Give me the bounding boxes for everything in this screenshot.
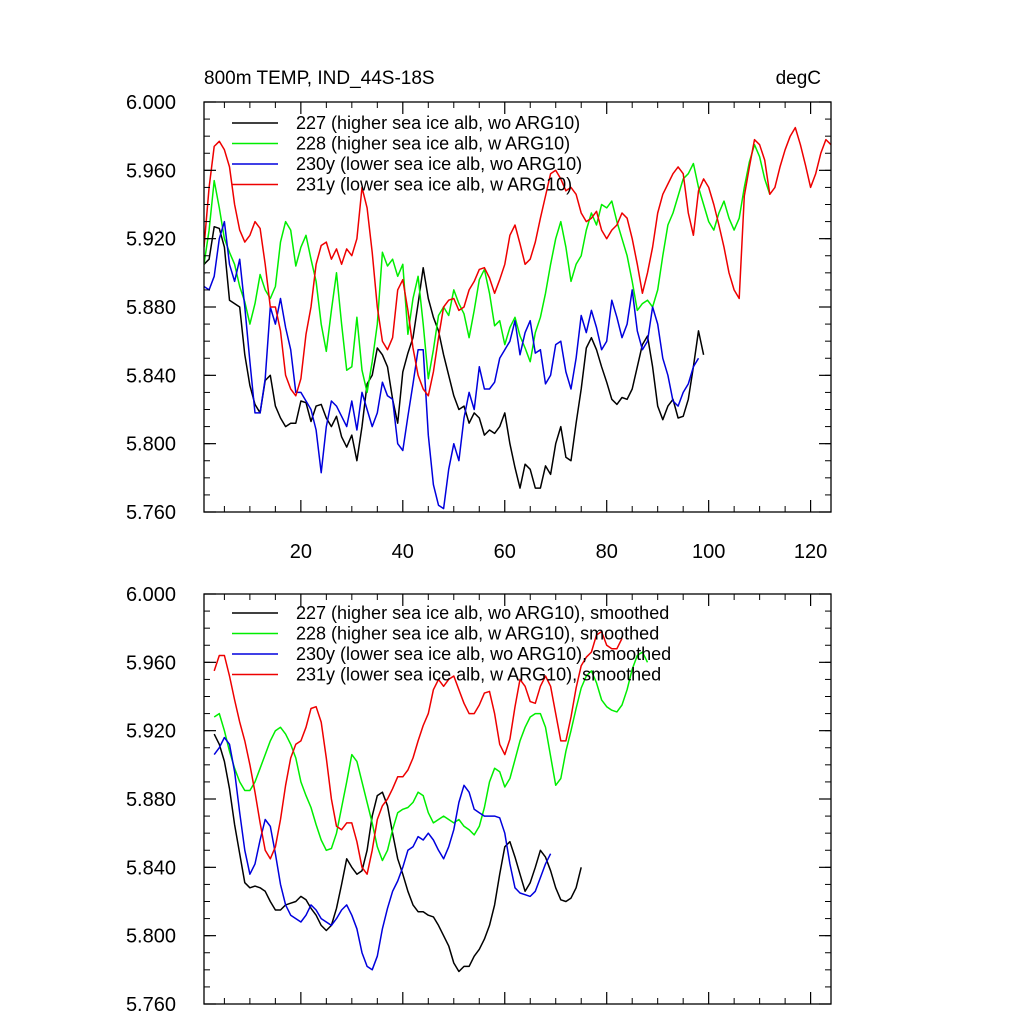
- legend-label: 227 (higher sea ice alb, wo ARG10): [296, 113, 580, 133]
- y-tick-label: 5.800: [126, 926, 176, 948]
- x-tick-label: 60: [494, 541, 516, 563]
- x-tick-label: 100: [692, 541, 725, 563]
- legend-label: 230y (lower sea ice alb, wo ARG10), smoo…: [296, 644, 671, 664]
- x-tick-label: 120: [794, 541, 827, 563]
- series-line-2: [213, 736, 552, 971]
- y-tick-label: 5.960: [126, 160, 176, 182]
- legend-label: 228 (higher sea ice alb, w ARG10): [296, 134, 570, 154]
- x-tick-label: 40: [392, 541, 414, 563]
- series-line-3: [213, 630, 623, 875]
- series-line-1: [204, 143, 771, 394]
- y-tick-label: 5.800: [126, 434, 176, 456]
- x-tick-label: 20: [290, 541, 312, 563]
- y-tick-label: 5.960: [126, 652, 176, 674]
- legend-label: 227 (higher sea ice alb, wo ARG10), smoo…: [296, 603, 669, 623]
- series-line-1: [213, 651, 649, 862]
- y-tick-label: 5.760: [126, 994, 176, 1016]
- y-tick-label: 5.920: [126, 721, 176, 743]
- y-tick-label: 5.840: [126, 365, 176, 387]
- y-tick-label: 5.920: [126, 229, 176, 251]
- legend-label: 230y (lower sea ice alb, wo ARG10): [296, 154, 582, 174]
- y-tick-label: 5.840: [126, 857, 176, 879]
- y-tick-label: 5.880: [126, 789, 176, 811]
- series-line-0: [204, 225, 705, 489]
- x-tick-label: 80: [596, 541, 618, 563]
- series-line-0: [213, 733, 582, 973]
- y-tick-label: 5.880: [126, 297, 176, 319]
- chart-title: 800m TEMP, IND_44S-18S: [204, 68, 435, 89]
- legend-label: 231y (lower sea ice alb, w ARG10): [296, 175, 572, 195]
- y-tick-label: 5.760: [126, 502, 176, 524]
- series-line-3: [204, 126, 831, 397]
- series-line-2: [204, 220, 700, 510]
- bottom-panel: 5.760 5.800 5.840 5.880 5.920 5.960 6.000 227 …: [126, 584, 832, 1016]
- top-panel: 800m TEMP, IND_44S-18S degC 5.760 5.800 5.…: [126, 68, 832, 563]
- units-label: degC: [776, 68, 821, 89]
- y-tick-label: 6.000: [126, 584, 176, 606]
- y-tick-label: 6.000: [126, 92, 176, 114]
- legend-label: 228 (higher sea ice alb, w ARG10), smoot…: [296, 624, 659, 644]
- legend-label: 231y (lower sea ice alb, w ARG10), smoot…: [296, 665, 661, 685]
